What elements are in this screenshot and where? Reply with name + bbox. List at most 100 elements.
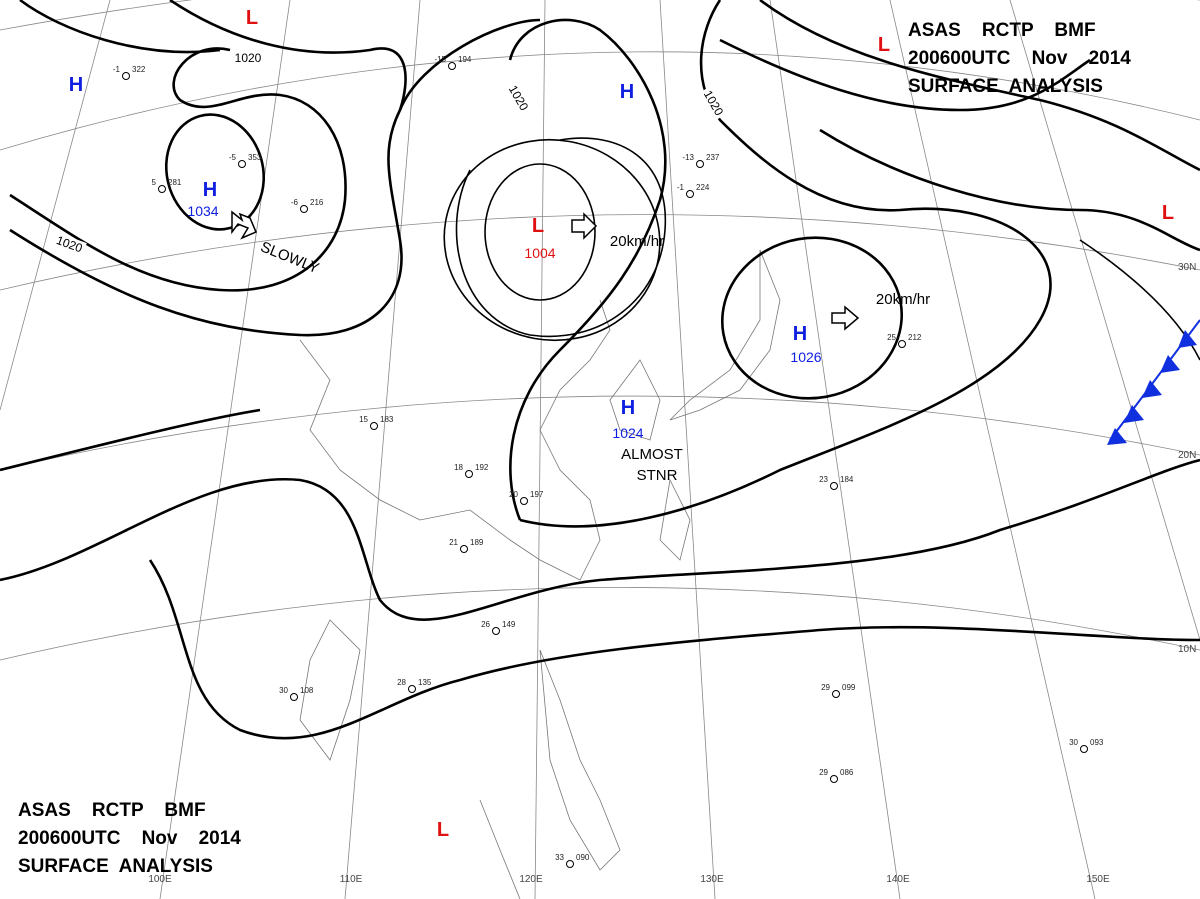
station-temp: -13 — [682, 153, 694, 162]
longitude-label: 130E — [700, 874, 724, 885]
longitude-label: 100E — [148, 874, 172, 885]
station-marker — [460, 545, 468, 553]
station-pressure: 149 — [502, 620, 516, 629]
header-line: 200600UTC Nov 2014 — [908, 48, 1131, 69]
station-pressure: 212 — [908, 333, 922, 342]
station-temp: 18 — [454, 463, 463, 472]
station-temp: -6 — [291, 198, 299, 207]
station-temp: 20 — [509, 490, 518, 499]
station-marker — [830, 775, 838, 783]
center-symbol: H — [793, 323, 807, 345]
coastlines — [299, 249, 781, 899]
station-temp: 30 — [279, 686, 288, 695]
station-pressure: 184 — [840, 475, 854, 484]
station-pressure: 192 — [475, 463, 489, 472]
center-symbol: H — [620, 81, 634, 103]
station-marker — [1080, 745, 1088, 753]
station-marker — [898, 340, 906, 348]
center-pressure: 1024 — [612, 425, 643, 441]
station-pressure: 322 — [132, 65, 146, 74]
isobar-label-bg — [504, 80, 533, 116]
station-temp: 15 — [359, 415, 368, 424]
center-symbol: H — [203, 179, 217, 201]
station-temp: -1 — [113, 65, 121, 74]
station-marker — [830, 482, 838, 490]
center-symbol: H — [69, 74, 83, 96]
station-pressure: 099 — [842, 683, 856, 692]
station-marker — [290, 693, 298, 701]
station-marker — [370, 422, 378, 430]
station-pressure: 353 — [248, 153, 262, 162]
station-pressure: 108 — [300, 686, 314, 695]
station-pressure: 281 — [168, 178, 182, 187]
motion-label: 20km/hr — [876, 291, 930, 308]
station-pressure: 093 — [1090, 738, 1104, 747]
station-temp: 25 — [887, 333, 896, 342]
center-pressure: 1026 — [790, 349, 821, 365]
station-marker — [122, 72, 130, 80]
motion-arrows — [231, 210, 860, 331]
isobar-label-bg — [232, 51, 264, 65]
center-symbol: L — [246, 7, 258, 29]
station-pressure: 237 — [706, 153, 720, 162]
isobar-label: 1020 — [235, 51, 262, 65]
motion-label: 20km/hr — [610, 233, 664, 250]
station-temp: 33 — [555, 853, 564, 862]
latitude-label: 30N — [1178, 262, 1196, 273]
center-pressure: 1034 — [187, 203, 218, 219]
station-marker — [300, 205, 308, 213]
station-marker — [520, 497, 528, 505]
station-pressure: 216 — [310, 198, 324, 207]
header-line: SURFACE ANALYSIS — [908, 76, 1103, 97]
station-temp: 30 — [1069, 738, 1078, 747]
station-temp: 29 — [819, 768, 828, 777]
center-symbol: L — [1162, 202, 1174, 224]
isobar-label-bg — [699, 85, 728, 121]
station-temp: 28 — [397, 678, 406, 687]
station-pressure: 194 — [458, 55, 472, 64]
station-temp: 5 — [152, 178, 157, 187]
station-temp: 29 — [821, 683, 830, 692]
header-line: ASAS RCTP BMF — [908, 20, 1096, 41]
station-pressure: 224 — [696, 183, 710, 192]
center-symbol: H — [621, 397, 635, 419]
motion-label: STNR — [637, 467, 678, 484]
station-marker — [492, 627, 500, 635]
station-marker — [465, 470, 473, 478]
center-symbol: L — [532, 215, 544, 237]
station-marker — [408, 685, 416, 693]
header-line: 200600UTC Nov 2014 — [18, 828, 241, 849]
station-marker — [158, 185, 166, 193]
isobar-label-bg — [51, 232, 87, 257]
station-pressure: 183 — [380, 415, 394, 424]
station-pressure: 189 — [470, 538, 484, 547]
station-marker — [696, 160, 704, 168]
longitude-label: 120E — [519, 874, 543, 885]
center-symbol: L — [437, 819, 449, 841]
motion-label: ALMOST — [621, 446, 683, 463]
station-temp: -1 — [677, 183, 685, 192]
header-line: ASAS RCTP BMF — [18, 800, 206, 821]
station-temp: 21 — [449, 538, 458, 547]
longitude-label: 110E — [340, 874, 363, 885]
station-pressure: 086 — [840, 768, 854, 777]
center-symbol: L — [878, 34, 890, 56]
latitude-label: 20N — [1178, 450, 1196, 461]
cold-front — [1107, 319, 1200, 445]
longitude-label: 150E — [1086, 874, 1110, 885]
station-temp: 23 — [819, 475, 828, 484]
header-line: SURFACE ANALYSIS — [18, 856, 213, 877]
station-marker — [448, 62, 456, 70]
station-marker — [686, 190, 694, 198]
station-pressure: 090 — [576, 853, 590, 862]
station-temp: -5 — [229, 153, 237, 162]
center-pressure: 1004 — [524, 245, 555, 261]
station-temp: -15 — [434, 55, 446, 64]
station-temp: 26 — [481, 620, 490, 629]
latitude-label: 10N — [1178, 644, 1196, 655]
isobars — [0, 0, 1200, 740]
station-pressure: 197 — [530, 490, 544, 499]
longitude-label: 140E — [886, 874, 910, 885]
